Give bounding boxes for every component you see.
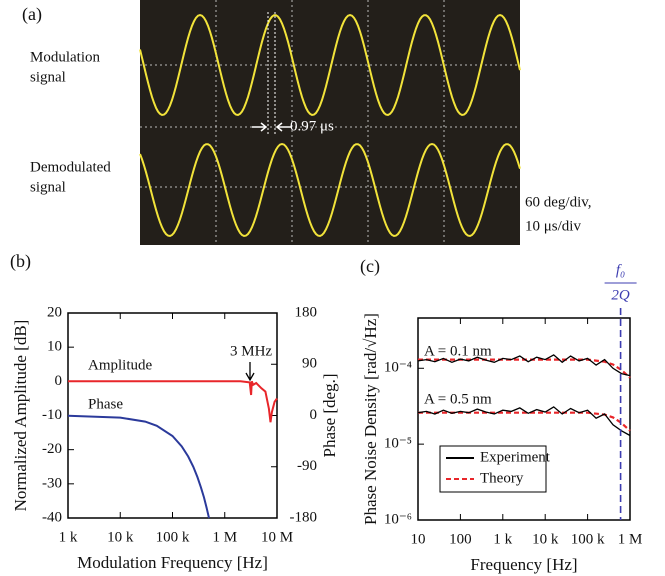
y-tick-label: 0 — [55, 373, 63, 389]
figure: (a) Modulation signal Demodulated signal… — [0, 0, 665, 576]
y-tick-label: 10⁻⁵ — [384, 436, 412, 452]
scale-label: 10 μs/div — [525, 218, 581, 234]
x-tick-label: 1 k — [493, 531, 512, 547]
y-axis-label: Normalized Amplitude [dB] — [11, 320, 30, 512]
cutoff-label: 2Q — [611, 287, 630, 303]
x-tick-label: 100 — [449, 531, 472, 547]
x-tick-label: 10 — [411, 531, 426, 547]
series-line — [418, 413, 630, 431]
y2-tick-label: 180 — [295, 304, 318, 320]
series-line — [418, 360, 630, 378]
panel-label: (a) — [22, 4, 42, 25]
y2-axis-label: Phase [deg.] — [320, 373, 339, 457]
y-tick-label: 10⁻⁴ — [384, 360, 412, 376]
x-tick-label: 100 k — [571, 531, 605, 547]
y2-tick-label: -180 — [290, 509, 318, 525]
cutoff-label: f₀ — [616, 262, 625, 278]
annotation-arrow — [246, 362, 254, 380]
signal-label: signal — [30, 69, 66, 85]
panel-label: (c) — [360, 256, 380, 277]
scale-label: 60 deg/div, — [525, 194, 592, 210]
y-tick-label: 10⁻⁶ — [384, 511, 412, 527]
y-tick-label: -40 — [42, 509, 62, 525]
y-tick-label: -30 — [42, 475, 62, 491]
x-tick-label: 1 k — [59, 529, 78, 545]
annotation: Amplitude — [88, 357, 153, 373]
x-tick-label: 100 k — [156, 529, 190, 545]
legend-label: Experiment — [480, 449, 551, 465]
x-tick-label: 1 M — [618, 531, 643, 547]
series-line — [418, 407, 630, 436]
y-tick-label: 20 — [47, 304, 62, 320]
x-tick-label: 1 M — [212, 529, 237, 545]
panel-label: (b) — [10, 251, 31, 272]
annotation: 3 MHz — [230, 343, 272, 359]
x-tick-label: 10 k — [532, 531, 559, 547]
y2-tick-label: 0 — [310, 407, 318, 423]
delay-label: 0.97 μs — [290, 118, 334, 134]
annotation: A = 0.5 nm — [424, 391, 492, 407]
y-tick-label: 10 — [47, 339, 62, 355]
x-tick-label: 10 M — [261, 529, 293, 545]
x-tick-label: 10 k — [107, 529, 134, 545]
signal-label: Demodulated — [30, 159, 111, 175]
signal-label: signal — [30, 179, 66, 195]
y-tick-label: -20 — [42, 441, 62, 457]
series-line — [68, 416, 209, 518]
annotation: A = 0.1 nm — [424, 343, 492, 359]
x-axis-label: Modulation Frequency [Hz] — [77, 553, 268, 572]
y-axis-label: Phase Noise Density [rad/√Hz] — [361, 313, 380, 525]
signal-label: Modulation — [30, 49, 100, 65]
y-tick-label: -10 — [42, 407, 62, 423]
legend-label: Theory — [480, 470, 524, 486]
y2-tick-label: -90 — [297, 458, 317, 474]
y2-tick-label: 90 — [302, 356, 317, 372]
annotation: Phase — [88, 396, 123, 412]
x-axis-label: Frequency [Hz] — [470, 555, 577, 574]
